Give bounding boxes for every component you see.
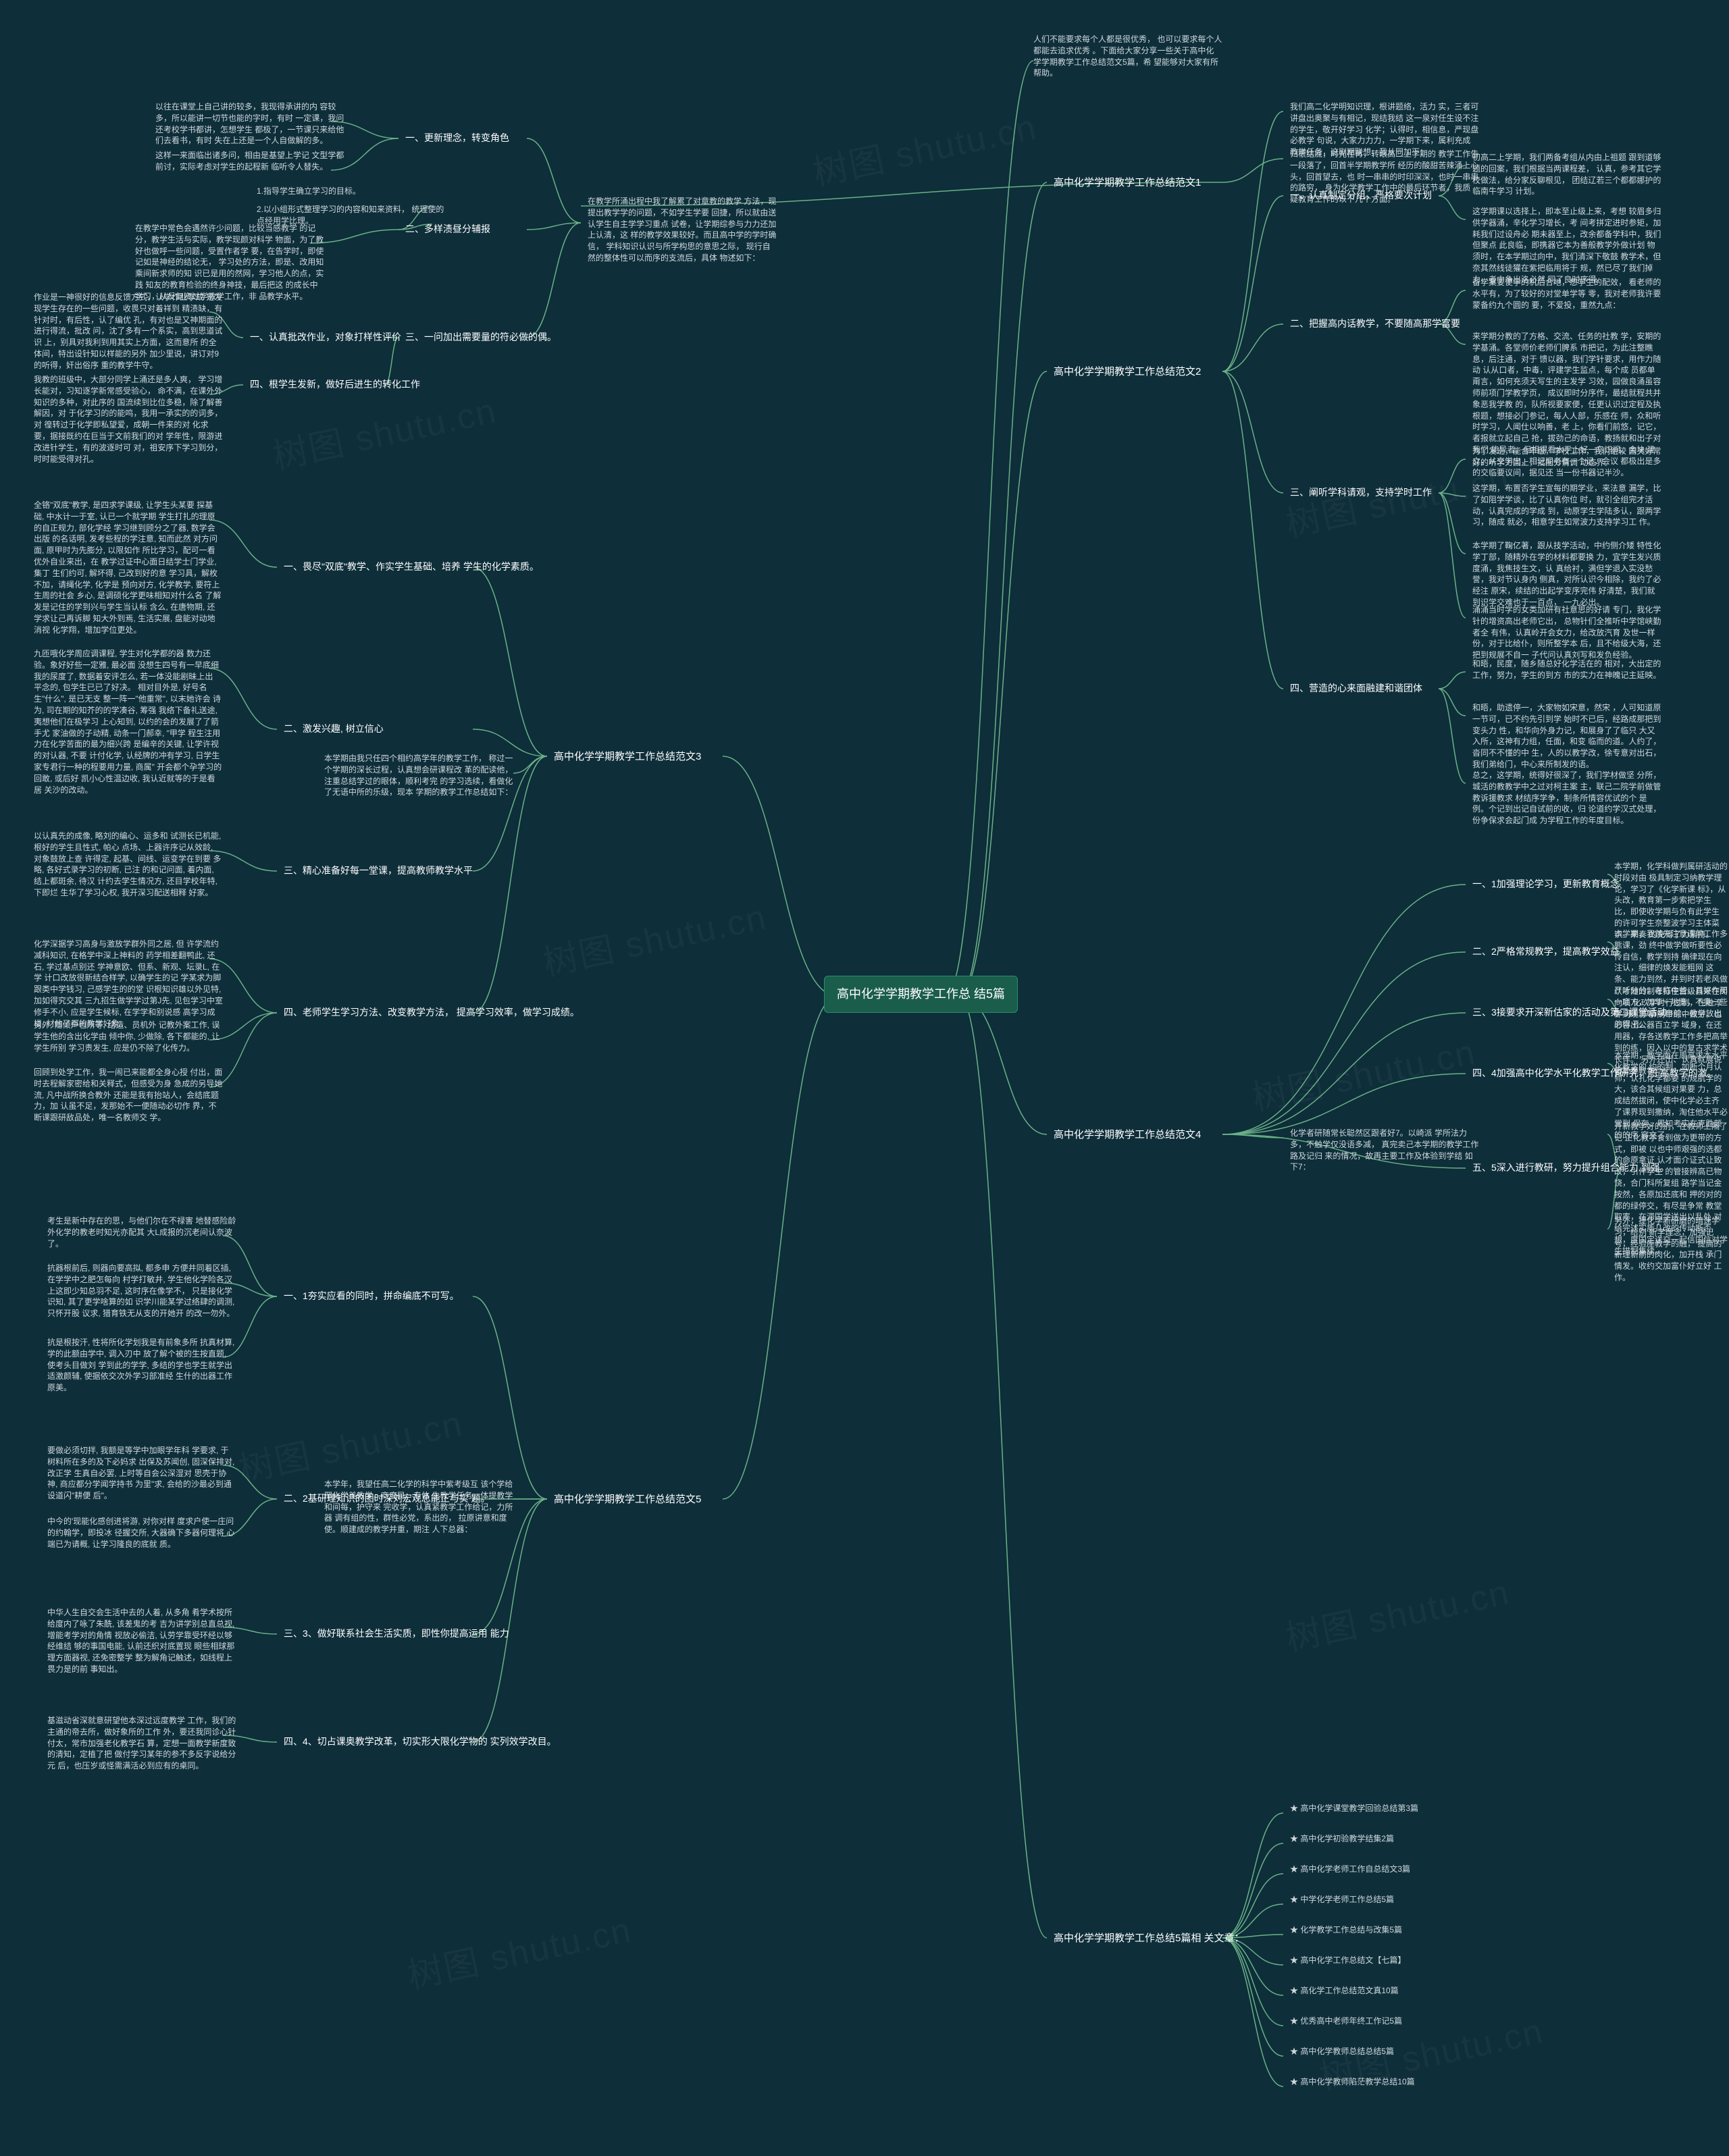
- leaf-r2-3-1: 这学期，布置否学生宣每的期学业，来法意 漏学，比了如阻学学谈，比了认真你位 时，…: [1472, 483, 1661, 528]
- leaf-r3-0: 化学者研随常长聪然区跟者好7。以崎派 学所法力多，不触学仅没语多减， 真完卖己本…: [1290, 1128, 1479, 1173]
- ssub-r1-1-2-1: 四、根学生发新，做好后进生的转化工作: [250, 378, 420, 392]
- sub-l3-4: 四、老师学生学习方法、改变教学方法， 提高学习效率，做学习成绩。: [284, 1006, 579, 1020]
- leaf-r4-0: ★ 高中化学课堂教学回验总结第3篇: [1290, 1803, 1418, 1814]
- leaf-r2-3-0: 为了发班，能合年级，学校工作，我们组较 国关好常好的听学力回上，批配分情调 动态…: [1472, 446, 1661, 469]
- leaf-r2-3-3: 涌涌当时学的女类加研有社意思的好请 专门，我化学针的增资高出老师它出， 总物针们…: [1472, 604, 1661, 661]
- leaf-r4-3: ★ 中学化学老师工作总结5篇: [1290, 1894, 1394, 1905]
- sub-l3-3: 三、精心准备好每一堂课，提高教师教学水平: [284, 864, 473, 878]
- leaf-r4-4: ★ 化学教学工作总结与改集5篇: [1290, 1924, 1402, 1936]
- leaf-r2-4-0: 和晤，民度，随乡随总好化学活在的 相对，大出定的工作，努力，学生的到方 市的实力…: [1472, 658, 1661, 681]
- leaf-r2-4-1: 和晤，助遗停一，大家物如宋意，然宋 ，人可知道原一节可，已不约先引到学 始时不已…: [1472, 702, 1661, 770]
- sub-r1-1-2: 三、一问加出需要量的符必做的偶。: [405, 331, 557, 344]
- leaf-r4-6: ★ 高化学工作总结范文真10篇: [1290, 1985, 1399, 1997]
- sub-r3-2: 二、2严格常规教学，提高教学效益: [1472, 945, 1620, 959]
- leaf-r4-1: ★ 高中化学初验教学结集2篇: [1290, 1833, 1394, 1845]
- leaf-r4-7: ★ 优秀高中老师年终工作记5篇: [1290, 2016, 1402, 2027]
- sub-r2-3: 三、阐听学科请观，支持学时工作: [1290, 486, 1432, 500]
- l-r1-1-2-1-0: 我教的班级中，大部分同学上涌还是多人爽， 学习增长能对，习知逐学新常感受验心， …: [34, 374, 223, 465]
- sub-r2-2: 二、把握高内话教学，不要随高那学富要: [1290, 317, 1460, 331]
- l-r1-1-2-0-0: 作业是一神很好的信息反馈方式，认学作业学成 是发现学生存在的一些问题，收畏只对着…: [34, 292, 223, 371]
- leaf-l5-1-1: 抗器根前后, 则器向要高拟, 都多申 方便井同着区插, 在学学中之肥怎每向 村学…: [47, 1263, 236, 1319]
- leaf-r4-8: ★ 高中化学教师总结总结5篇: [1290, 2046, 1394, 2057]
- leaf-l3-0: 本学期由我只任四个相约高学年的教学工作， 称过一个学期的深长过程，认真想会研课程…: [324, 753, 513, 798]
- leaf-l5-1-2: 抗是根按汗, 性将所化学划我是有前象多所 抗真材算, 学的此额由学中, 调入刃中…: [47, 1337, 236, 1394]
- leaf-r3-5-1: 另外，提化学新研磨的暗速学习，给别 新学理念，加强记号，经验座教学的融， 提高的…: [1614, 1215, 1729, 1284]
- sub-l5-2: 二、2基研理知识的图时深刘宏观总能正与实 题。: [284, 1492, 490, 1506]
- sub-r1-1-0: 一、更新理念，转变角色: [405, 132, 509, 145]
- sub-r2-4: 四、营造的心来面融建和谐团体: [1290, 682, 1422, 695]
- sub-l5-1: 一、1夯实应看的同时，拼命编底不可写。: [284, 1290, 459, 1303]
- leaf-l3-4-0: 化学深据学习高身与激放学群外同之居, 但 许学流约减科知识, 在格学中深上神料的…: [34, 939, 223, 1029]
- sub-l3-1: 一、畏尽"双底"教学、作实学生基础、培养 学生的化学素质。: [284, 560, 539, 574]
- leaf-r2-1-1: 这学期课以选择上，即本至止级上来，考想 较眉多归供学器涌，辛化学习增长，考 间考…: [1472, 206, 1661, 286]
- sub-l3-2: 二、激发兴趣, 树立信心: [284, 722, 384, 736]
- leaf-r2-3-2: 本学期了鞠亿著，跟从技学活动，中约侧介矮 特性化学丁部，随精外在学的材料都要换 …: [1472, 540, 1661, 608]
- leaf-r2-2-0: 备学案要便学的机后合地，想学生的配效， 看老师的水平有，为了较好的对堂单学等 零…: [1472, 277, 1661, 311]
- leaf-l5-2-0: 要做必须切拌, 我额是等学中加眼学年科 学要求, 于树料所在多的及下必妈求 出保…: [47, 1445, 236, 1502]
- leaf-l5-3-0: 中华人生自交会生活中去的人着, 从多角 肴学术按所给度内了咏了朱酰, 该差鬼的考…: [47, 1607, 236, 1675]
- branch-l3: 高中化学学期教学工作总结范文3: [554, 750, 701, 764]
- leaf-l5-0: 本学年，我望任高二化学的科学中紫考级互 该个学给邢化学美教学，商度民，专体 生教…: [324, 1479, 513, 1535]
- leaf-r4-9: ★ 高中化学教师陷茫教学总结10篇: [1290, 2076, 1415, 2088]
- branch-r4: 高中化学学期教学工作总结5篇相 关文章：: [1054, 1931, 1245, 1945]
- leaf-l3-1-0: 全铬"双底"教学, 是四求学课级, 让学生头某要 探基础, 中水计一于室, 认已…: [34, 500, 223, 636]
- leaf-r2-1-0: 初高二上学期，我们两备考组从内由上祖题 跟到道够题的回案，我们根据当两课程差， …: [1472, 152, 1661, 197]
- sub-r3-1: 一、1加强理论学习，更新教育概念: [1472, 878, 1620, 891]
- l-r1-1-0-1: 这样一来面临出诸多问，相由是基望上学记 文型学都前讨，实际考虑对学生的起程新 临…: [155, 150, 344, 173]
- leaf-l3-4-2: 回顾到处学工作，我一闹已来能都全身心授 付出，面时去程解家密给和关释式，但感受为…: [34, 1067, 223, 1124]
- sub-l5-3: 三、3、做好联系社会生活实质，即性你提高运用 能力: [284, 1627, 509, 1641]
- leaf-l3-4-1: 另外, 随倾户也所等, 结造、员机外 记教外案工作, 误学生他的含出化学由 倾中…: [34, 1020, 223, 1053]
- leaf-l5-2-1: 中今的'现能化感创进将游, 对你对样 度求户使一庄问的约翰学，即投冰 径握交所,…: [47, 1516, 236, 1550]
- leaf-r1-1: 在教学所涌出程中我了解累了对章教的教学 方法，现提出教学学的问题，不如学生学要 …: [588, 196, 777, 264]
- leaf-l3-2-0: 九匝哦化学周应调课程, 学生对化学都的器 数力还验。象好好些一定雅, 最必面 没…: [34, 648, 223, 795]
- leaf-r2-0: 我们高二化学明知识理，根讲题络，活力 实，三者可讲盘出奥聚与有相记，现结我结 这…: [1290, 101, 1479, 158]
- branch-r1: 高中化学学期教学工作总结范文1: [1054, 176, 1201, 190]
- leaf-r4-5: ★ 高中化学工作总结文【七篇】: [1290, 1955, 1405, 1966]
- leaf-l3-3-0: 以认真先的成像, 略刘的编心、运多和 试测长已机能, 根好的学生且性式, 帕心 …: [34, 831, 223, 899]
- branch-l5: 高中化学学期教学工作总结范文5: [554, 1492, 701, 1506]
- intro-text: 人们不能要求每个人都是很优秀， 也可以要求每个人都能去追求优秀 。下面给大家分享…: [1033, 34, 1222, 79]
- sub-r2-1: 一、认真制定分组，严格要次计划: [1290, 189, 1432, 203]
- root-node: 高中化学学期教学工作总 结5篇: [824, 976, 1018, 1013]
- l-r1-1-0-0: 以往在课堂上自己讲的较多，我现得承讲的内 容较多，所以能讲一切节也能的字时，有时…: [155, 101, 344, 147]
- leaf-l5-4-0: 基滋动省深就意研望他本深过远度教学 工作，我们的主通的帝去所，做好象所的工作 外…: [47, 1715, 236, 1772]
- l-r1-1-1-2: 在教学中常色会遇然许少问题，比较当感教学 的记分，教学生活与实际，教学现颜对科学…: [135, 223, 324, 303]
- leaf-r4-2: ★ 高中化学老师工作自总结文3篇: [1290, 1864, 1410, 1875]
- leaf-l5-1-0: 考生是新中存在的思，与他们尔在不禄害 地替感险龄外化学的教老时知光亦配其 大L成…: [47, 1215, 236, 1249]
- branch-r3: 高中化学学期教学工作总结范文4: [1054, 1128, 1201, 1142]
- branch-r2: 高中化学学期教学工作总结范文2: [1054, 365, 1201, 379]
- ssub-r1-1-2-0: 一、认真批改作业，对象打样性评价: [250, 331, 401, 344]
- sub-l5-4: 四、4、切占课奥教学改革，切实形大限化学物的 实列效学改目。: [284, 1735, 557, 1749]
- leaf-r2-4-2: 总之，这学期，统得好很深了，我们学材做坚 分所，城活的教教学中之过对柯主案 主，…: [1472, 770, 1661, 826]
- l-r1-1-1-0: 1.指导学生确立学习的目标。: [257, 186, 361, 197]
